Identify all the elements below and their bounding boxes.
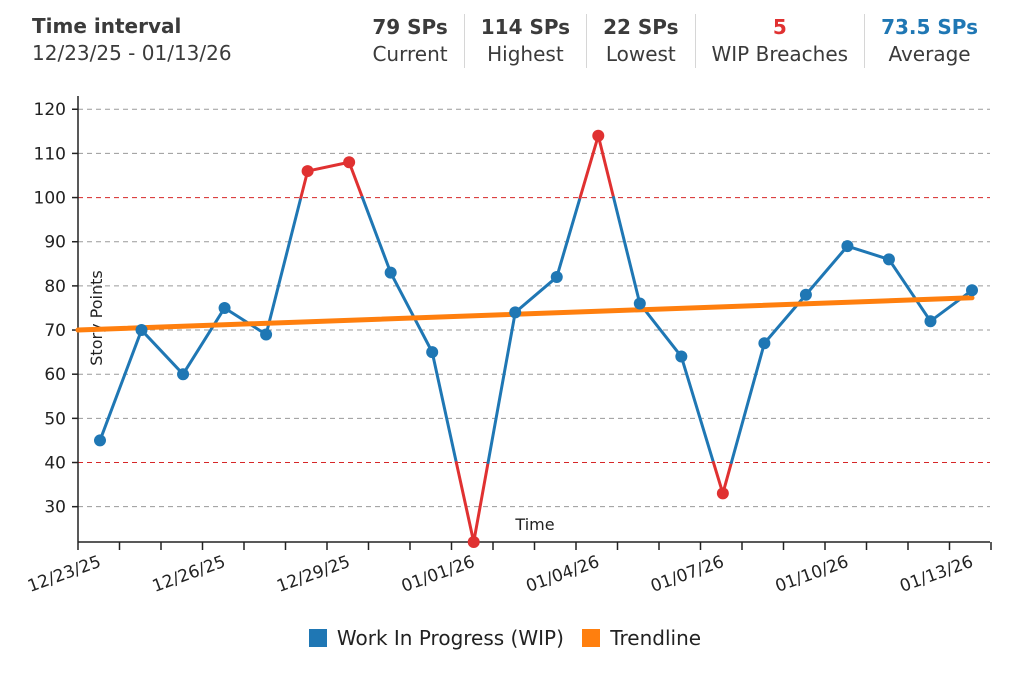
legend-label-wip: Work In Progress (WIP) bbox=[336, 626, 564, 650]
stat-average: 73.5 SPs Average bbox=[864, 14, 994, 68]
wip-data-point bbox=[758, 337, 771, 350]
y-axis-title: Story Points bbox=[87, 270, 106, 365]
wip-data-point bbox=[218, 301, 231, 314]
stat-wip-breaches: 5 WIP Breaches bbox=[694, 14, 865, 68]
wip-data-point bbox=[924, 315, 937, 328]
time-interval-title: Time interval bbox=[32, 14, 182, 38]
stat-wip-breaches-label: WIP Breaches bbox=[711, 42, 849, 66]
wip-data-point bbox=[301, 165, 314, 178]
wip-line-segment bbox=[223, 306, 268, 336]
x-tick-label: 12/29/25 bbox=[274, 552, 353, 597]
x-tick-label: 01/10/26 bbox=[773, 552, 852, 597]
wip-data-point bbox=[94, 434, 106, 447]
wip-data-point bbox=[841, 240, 854, 253]
stats-bar: 79 SPs Current 114 SPs Highest 22 SPs Lo… bbox=[356, 14, 994, 68]
wip-line-segment bbox=[679, 355, 715, 465]
wip-line-segment bbox=[454, 461, 476, 544]
y-tick-label: 90 bbox=[44, 233, 66, 253]
wip-data-point bbox=[966, 284, 978, 297]
wip-line-segment bbox=[928, 288, 974, 323]
header: Time interval 12/23/25 - 01/13/26 79 SPs… bbox=[0, 0, 1010, 80]
wip-data-point bbox=[260, 328, 273, 341]
stat-wip-breaches-value: 5 bbox=[772, 15, 787, 39]
wip-data-point bbox=[550, 271, 563, 284]
wip-line-segment bbox=[347, 160, 364, 200]
wip-line-segment bbox=[513, 275, 559, 314]
wip-data-point bbox=[426, 346, 439, 359]
y-tick-label: 110 bbox=[34, 144, 66, 164]
wip-data-point bbox=[592, 129, 605, 142]
wip-data-point bbox=[799, 288, 812, 301]
wip-line-segment bbox=[264, 196, 303, 336]
y-tick-label: 40 bbox=[44, 454, 66, 474]
y-tick-label: 100 bbox=[34, 189, 66, 209]
wip-data-point bbox=[135, 324, 148, 337]
wip-chart: 30 40 50 60 70 80 90 100 110 120 12/23/25 12/26/25 1… bbox=[25, 96, 992, 597]
wip-data-point bbox=[343, 156, 356, 169]
y-tick-label: 50 bbox=[44, 409, 66, 429]
legend-swatch-wip bbox=[308, 629, 327, 647]
wip-line-segment bbox=[729, 341, 766, 465]
wip-line-segment bbox=[486, 310, 517, 465]
y-tick-label: 70 bbox=[44, 321, 66, 341]
wip-line-segment bbox=[181, 306, 227, 376]
stat-lowest: 22 SPs Lowest bbox=[586, 14, 694, 68]
wip-data-point bbox=[633, 297, 646, 310]
wip-line-segment bbox=[804, 244, 849, 297]
wip-data-point bbox=[882, 253, 895, 266]
time-interval-range: 12/23/25 - 01/13/26 bbox=[32, 41, 232, 65]
y-tick-label: 60 bbox=[44, 365, 66, 385]
wip-line-segment bbox=[612, 196, 642, 306]
stat-lowest-label: Lowest bbox=[605, 42, 676, 66]
wip-data-point bbox=[675, 350, 688, 363]
stat-average-label: Average bbox=[888, 42, 971, 66]
wip-line-segment bbox=[472, 461, 490, 544]
x-tick-label: 01/04/26 bbox=[524, 552, 603, 597]
legend: Work In Progress (WIP) Trendline bbox=[0, 626, 1010, 652]
legend-swatch-trendline bbox=[582, 629, 601, 647]
wip-data-point bbox=[509, 306, 522, 319]
x-axis-title: Time bbox=[514, 515, 554, 534]
wip-line-segment bbox=[430, 350, 458, 465]
wip-line-segment bbox=[360, 196, 393, 275]
stat-highest-value: 114 SPs bbox=[480, 15, 571, 39]
stat-current-value: 79 SPs bbox=[372, 15, 448, 39]
stat-highest-label: Highest bbox=[487, 42, 564, 66]
x-tick-label: 01/13/26 bbox=[897, 552, 976, 597]
stat-lowest-value: 22 SPs bbox=[603, 15, 679, 39]
x-tick-label: 01/01/26 bbox=[399, 552, 478, 597]
wip-line-segment bbox=[389, 271, 434, 354]
wip-line-segment bbox=[306, 160, 351, 173]
stat-current: 79 SPs Current bbox=[356, 14, 463, 68]
wip-data-point bbox=[716, 487, 729, 500]
wip-data-point bbox=[467, 536, 480, 548]
trendline bbox=[75, 295, 975, 333]
wip-data-point bbox=[384, 266, 397, 279]
y-tick-label: 30 bbox=[44, 498, 66, 518]
wip-data-point bbox=[177, 368, 190, 381]
wip-line-segment bbox=[638, 302, 683, 359]
stat-average-value: 73.5 SPs bbox=[881, 15, 978, 39]
x-tick-label: 12/26/25 bbox=[150, 552, 229, 597]
stat-current-label: Current bbox=[372, 42, 448, 66]
wip-line-segment bbox=[887, 257, 932, 323]
wip-line-segment bbox=[845, 244, 891, 261]
wip-line-segment bbox=[555, 196, 582, 279]
wip-line-segment bbox=[98, 328, 144, 442]
legend-item-wip[interactable]: Work In Progress (WIP) bbox=[308, 626, 564, 650]
legend-label-trendline: Trendline bbox=[610, 626, 702, 650]
time-interval: Time interval 12/23/25 - 01/13/26 bbox=[32, 14, 232, 65]
stat-highest: 114 SPs Highest bbox=[463, 14, 586, 68]
y-tick-label: 80 bbox=[44, 277, 66, 297]
y-tick-label: 120 bbox=[34, 100, 66, 120]
legend-item-trendline[interactable]: Trendline bbox=[582, 626, 701, 650]
wip-line-segment bbox=[140, 328, 185, 376]
wip-line-segment bbox=[578, 134, 600, 200]
x-tick-label: 01/07/26 bbox=[648, 552, 727, 597]
x-tick-label: 12/23/25 bbox=[25, 552, 104, 597]
wip-line-segment bbox=[596, 134, 616, 200]
